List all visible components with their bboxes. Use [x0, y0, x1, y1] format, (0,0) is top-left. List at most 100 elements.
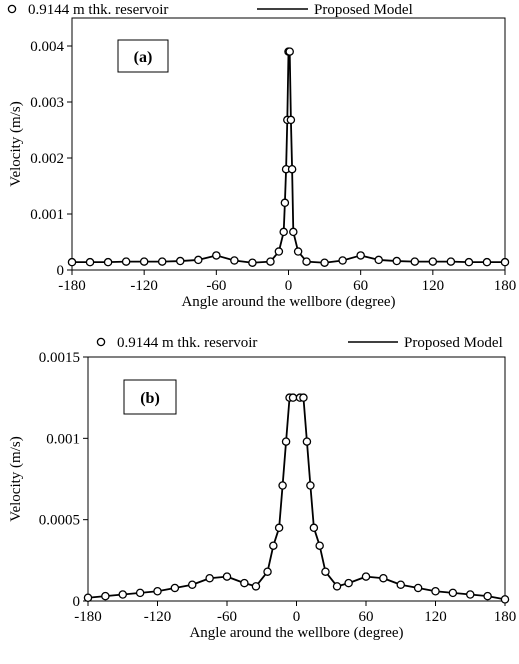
- data-point: [379, 573, 388, 583]
- data-point: [118, 590, 128, 599]
- data-point: [135, 588, 145, 598]
- data-point: [83, 593, 93, 602]
- x-tick-label: 0: [293, 609, 301, 625]
- data-point: [464, 257, 474, 267]
- panel-label-box: [123, 379, 177, 415]
- data-point: [356, 251, 365, 260]
- data-point: [279, 227, 288, 237]
- data-point: [251, 582, 261, 591]
- data-point: [157, 257, 167, 266]
- x-tick-label: 60: [359, 609, 374, 625]
- data-point: [465, 590, 475, 599]
- data-point: [269, 541, 278, 550]
- data-point: [338, 256, 347, 265]
- data-point: [320, 258, 329, 267]
- data-point: [170, 583, 180, 593]
- data-point: [278, 481, 287, 490]
- chart-panel-b: -180 -120 -60 0 60 120 180 0 0.0005 0.001 0.0015 An…: [8, 335, 516, 641]
- data-point: [315, 541, 324, 550]
- x-tick-label: -180: [58, 278, 86, 294]
- x-tick-label: -60: [206, 278, 226, 294]
- y-tick-label: 0.001: [30, 207, 64, 223]
- data-point: [374, 255, 383, 265]
- y-tick-label: 0.001: [46, 431, 80, 447]
- data-point: [205, 573, 214, 583]
- data-point: [321, 567, 330, 576]
- y-tick-label: 0.0015: [39, 350, 80, 366]
- chart-panel-a: -180 -120 -60 0 60 120 180 0 0.001 0.002 0.003 0.00…: [7, 2, 517, 310]
- data-point: [344, 578, 353, 588]
- data-point: [274, 523, 284, 533]
- data-point: [281, 437, 291, 446]
- data-point: [361, 572, 371, 581]
- panel-label-box: [117, 39, 169, 73]
- data-point: [67, 257, 77, 267]
- data-point: [302, 257, 311, 266]
- data-point: [410, 257, 420, 266]
- data-point: [392, 256, 401, 266]
- legend: 0.9144 m thk. reservoir Proposed Model: [96, 335, 503, 351]
- data-point: [212, 251, 221, 260]
- data-point: [187, 580, 197, 589]
- y-tick-label: 0: [73, 594, 81, 610]
- data-point: [266, 257, 275, 266]
- data-point: [483, 591, 492, 601]
- data-point: [482, 257, 492, 267]
- x-axis-label: Angle around the wellbore (degree): [189, 625, 403, 641]
- data-point: [287, 164, 297, 174]
- data-point: [289, 227, 298, 237]
- x-axis-label: Angle around the wellbore (degree): [181, 294, 395, 310]
- legend-label-proposed-model: Proposed Model: [404, 335, 503, 351]
- x-tick-label: -180: [74, 609, 102, 625]
- x-tick-label: 180: [494, 278, 517, 294]
- data-point: [121, 257, 131, 266]
- x-tick-label: 180: [494, 609, 517, 625]
- data-point: [306, 481, 315, 490]
- data-point: [286, 115, 296, 125]
- data-point: [222, 572, 232, 581]
- x-tick-label: 120: [424, 609, 447, 625]
- data-point: [240, 578, 249, 588]
- data-point: [413, 583, 423, 593]
- data-point: [448, 588, 458, 598]
- data-point: [428, 257, 438, 266]
- y-tick-label: 0: [57, 263, 65, 279]
- panel-label: (a): [134, 49, 153, 66]
- data-point: [230, 256, 239, 265]
- data-point: [332, 582, 342, 591]
- x-tick-label: -60: [217, 609, 237, 625]
- data-point: [103, 257, 113, 267]
- x-tick-label: -120: [130, 278, 158, 294]
- legend-label-proposed-model: Proposed Model: [314, 2, 413, 18]
- data-point: [274, 247, 284, 256]
- data-point: [500, 257, 510, 267]
- x-tick-label: -120: [144, 609, 172, 625]
- data-point: [285, 47, 294, 56]
- data-point: [139, 257, 149, 266]
- data-point: [288, 393, 298, 402]
- panel-label: (b): [140, 390, 160, 407]
- y-tick-label: 0.003: [30, 95, 64, 111]
- series-line-proposed-model: [72, 50, 505, 264]
- y-axis-label: Velocity (m/s): [8, 436, 24, 521]
- legend: 0.9144 m thk. reservoir Proposed Model: [7, 2, 413, 18]
- legend-label-reservoir: 0.9144 m thk. reservoir: [117, 335, 257, 351]
- legend-marker-reservoir: [96, 337, 106, 347]
- y-tick-label: 0.004: [30, 39, 64, 55]
- data-point: [248, 258, 257, 267]
- legend-label-reservoir: 0.9144 m thk. reservoir: [28, 2, 168, 18]
- data-point: [396, 580, 405, 589]
- data-point: [85, 257, 95, 267]
- data-point: [153, 586, 162, 596]
- legend-marker-reservoir: [7, 4, 17, 14]
- data-point: [302, 437, 312, 446]
- data-point: [101, 591, 110, 601]
- data-point: [175, 256, 185, 266]
- data-point: [194, 255, 203, 265]
- data-point: [293, 247, 303, 256]
- data-point: [431, 586, 440, 596]
- x-tick-label: 60: [353, 278, 368, 294]
- data-point: [309, 523, 319, 533]
- data-point: [263, 567, 272, 576]
